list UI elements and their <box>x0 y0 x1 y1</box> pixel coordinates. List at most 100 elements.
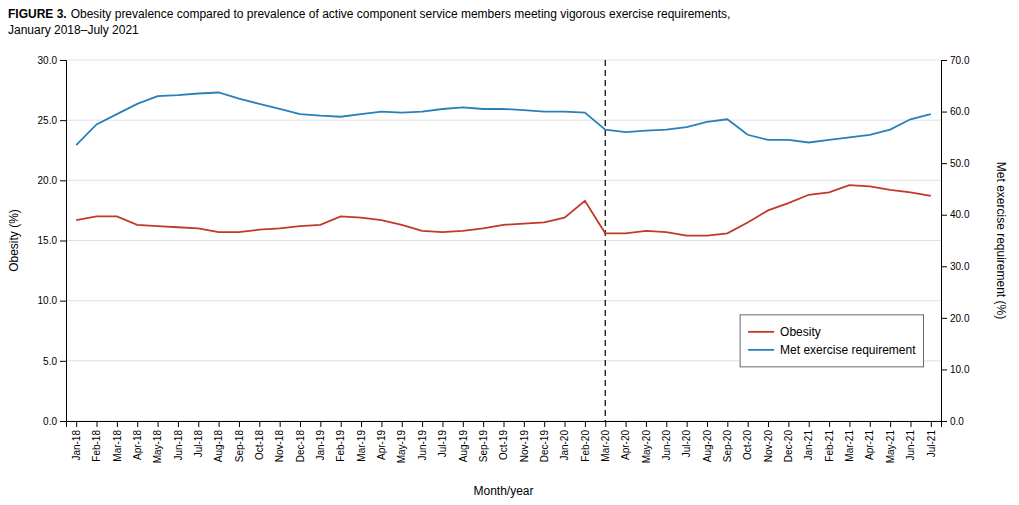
tick: Sep-19 <box>478 421 489 462</box>
plot: 0.05.010.015.020.025.030.00.010.020.030.… <box>7 55 1008 498</box>
tick: 10.0 <box>38 295 66 306</box>
marks <box>76 60 931 421</box>
tick-label: May-21 <box>885 430 896 464</box>
tick-mark <box>504 421 505 427</box>
tick: Nov-18 <box>274 421 285 462</box>
tick-label: Nov-20 <box>763 430 774 463</box>
tick: Feb-18 <box>91 421 102 462</box>
tick-mark <box>280 421 281 427</box>
tick-label: Apr-20 <box>620 430 631 460</box>
tick: May-18 <box>152 421 163 463</box>
tick-mark <box>646 421 647 427</box>
tick-mark <box>442 421 443 427</box>
tick-label: Jun-21 <box>905 430 916 461</box>
tick-label: 30.0 <box>950 261 970 272</box>
y2-axis-title: Met exercise requirement (%) <box>994 162 1008 319</box>
tick-mark <box>117 421 118 427</box>
tick-mark <box>748 421 749 427</box>
tick-label: Feb-19 <box>335 430 346 462</box>
tick-mark <box>463 421 464 427</box>
tick-label: 15.0 <box>38 235 58 246</box>
tick: Jan-19 <box>315 421 326 461</box>
tick: Mar-20 <box>600 421 611 462</box>
tick-label: Oct-20 <box>742 430 753 460</box>
tick-label: Dec-20 <box>783 430 794 463</box>
x-axis-title: Month/year <box>473 484 533 498</box>
tick-label: 10.0 <box>38 295 58 306</box>
tick-mark <box>320 421 321 427</box>
tick-mark <box>137 421 138 427</box>
tick-label: Jun-20 <box>661 430 672 461</box>
tick-label: Sep-20 <box>722 430 733 463</box>
tick-mark <box>60 120 66 121</box>
tick-mark <box>158 421 159 427</box>
tick-mark <box>239 421 240 427</box>
tick: 10.0 <box>941 364 970 375</box>
tick-label: Apr-21 <box>864 430 875 460</box>
tick-label: Mar-20 <box>600 430 611 462</box>
tick: Mar-18 <box>112 421 123 462</box>
legend-item: Obesity <box>748 325 821 339</box>
tick-label: Jan-21 <box>803 430 814 461</box>
tick-mark <box>829 421 830 427</box>
legend-label: Met exercise requirement <box>780 343 916 357</box>
tick-label: Nov-18 <box>274 430 285 463</box>
tick-label: 60.0 <box>950 106 970 117</box>
tick-label: 0.0 <box>950 416 964 427</box>
tick-mark <box>60 361 66 362</box>
tick: Feb-20 <box>580 421 591 462</box>
tick-label: Oct-19 <box>498 430 509 460</box>
grid-line <box>66 300 941 301</box>
tick: Apr-20 <box>620 421 631 460</box>
title-bold: FIGURE 3. <box>8 7 67 21</box>
tick-mark <box>60 421 66 422</box>
tick: Nov-20 <box>763 421 774 462</box>
tick-label: Feb-18 <box>91 430 102 462</box>
tick: Aug-19 <box>458 421 469 462</box>
legend-box <box>740 315 923 367</box>
tick-label: Dec-19 <box>539 430 550 463</box>
tick: 50.0 <box>941 158 970 169</box>
tick-mark <box>259 421 260 427</box>
tick: Jan-20 <box>559 421 570 461</box>
tick-label: Jan-18 <box>71 430 82 461</box>
title: FIGURE 3. Obesity prevalence compared to … <box>8 7 730 37</box>
tick-mark <box>585 421 586 427</box>
tick: 60.0 <box>941 106 970 117</box>
tick: Dec-19 <box>539 421 550 462</box>
tick: Sep-18 <box>234 421 245 462</box>
grid <box>66 60 941 421</box>
tick-label: Jul-19 <box>437 430 448 458</box>
tick-mark <box>178 421 179 427</box>
tick-mark <box>626 421 627 427</box>
tick-mark <box>60 180 66 181</box>
tick-label: Apr-19 <box>376 430 387 460</box>
series-line <box>76 185 931 236</box>
grid-line <box>66 180 941 181</box>
tick-label: 25.0 <box>38 115 58 126</box>
tick-mark <box>483 421 484 427</box>
legend-swatch <box>748 331 774 333</box>
tick-mark <box>402 421 403 427</box>
subtitle: Obesity prevalence compared to prevalenc… <box>71 7 731 21</box>
axis: Jan-18Feb-18Mar-18Apr-18May-18Jun-18Jul-… <box>67 421 942 463</box>
tick-label: Aug-19 <box>458 430 469 463</box>
tick: Jul-20 <box>681 421 692 457</box>
tick-mark <box>300 421 301 427</box>
tick: Apr-19 <box>376 421 387 460</box>
tick-label: 5.0 <box>43 356 57 367</box>
tick-label: 20.0 <box>38 175 58 186</box>
tick-label: May-18 <box>152 430 163 464</box>
tick-label: Jul-21 <box>926 430 937 458</box>
tick: Dec-18 <box>295 421 306 462</box>
tick-label: 70.0 <box>950 55 970 66</box>
tick: Oct-19 <box>498 421 509 460</box>
tick-label: Jan-19 <box>315 430 326 461</box>
tick-mark <box>422 421 423 427</box>
tick: May-20 <box>641 421 652 463</box>
tick-mark <box>727 421 728 427</box>
tick-label: Mar-19 <box>356 430 367 462</box>
tick: 30.0 <box>941 261 970 272</box>
subtitle: January 2018–July 2021 <box>8 23 139 37</box>
tick-mark <box>941 369 947 370</box>
